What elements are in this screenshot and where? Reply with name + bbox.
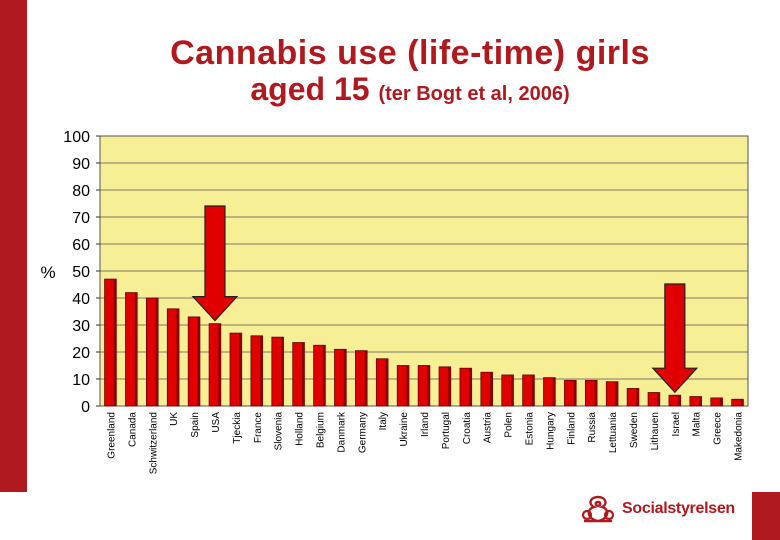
bar-shade [197, 316, 200, 406]
logo-mark-icon [581, 495, 615, 523]
socialstyrelsen-logo: Socialstyrelsen [578, 494, 735, 524]
x-tick-label: Israel [671, 412, 682, 436]
bar-shade [657, 392, 660, 406]
x-tick-label: USA [211, 412, 222, 433]
bar-shade [740, 399, 744, 406]
y-tick-label: 90 [72, 156, 90, 173]
x-tick-label: Danmark [336, 411, 347, 453]
bar [313, 344, 326, 407]
y-tick-label: 20 [72, 345, 90, 362]
x-tick-label: UK [169, 412, 180, 426]
x-tick-label: Russia [587, 412, 598, 443]
bar-shade [218, 323, 221, 406]
y-tick-label: 0 [81, 399, 90, 416]
title-line-2: aged 15 (ter Bogt et al, 2006) [40, 71, 780, 108]
annotation-arrow [191, 205, 239, 322]
x-tick-label: Irland [420, 412, 431, 437]
bar-shade [427, 365, 430, 406]
bar-shade [239, 333, 242, 406]
bar-shade [510, 374, 514, 406]
x-tick-label: Croatia [462, 412, 473, 445]
title-age: aged 15 [250, 71, 370, 108]
x-tick-label: Lithauen [650, 412, 661, 450]
x-tick-label: Greece [713, 412, 724, 445]
bar [626, 388, 640, 407]
x-tick-label: Hungary [545, 412, 556, 450]
x-tick-label: Spain [190, 412, 201, 438]
bar-shade [113, 279, 117, 406]
bar-shade [406, 365, 409, 406]
bar-shade [322, 345, 326, 406]
bar-shade [636, 388, 639, 406]
x-tick-label: Sweden [629, 412, 640, 448]
slide-title: Cannabis use (life-time) girls aged 15 (… [40, 34, 780, 108]
x-tick-label: France [253, 412, 264, 444]
y-tick-label: 60 [72, 237, 90, 254]
x-tick-label: Belgium [315, 412, 326, 448]
y-tick-label: 70 [72, 210, 90, 227]
bar-shade [615, 381, 618, 406]
bar-shade [552, 377, 556, 406]
y-tick-label: 10 [72, 372, 90, 389]
y-tick-label: 100 [63, 129, 90, 146]
x-tick-label: Ukraine [399, 412, 410, 447]
x-tick-label: Finland [566, 412, 577, 445]
logo-text: Socialstyrelsen [622, 500, 735, 517]
y-tick-label: 80 [72, 183, 90, 200]
x-tick-label: Makedonia [734, 412, 745, 461]
x-tick-label: Estonia [525, 412, 536, 446]
x-tick-label: Germany [357, 412, 368, 453]
bar-shade [301, 342, 305, 406]
annotation-arrow [651, 283, 699, 394]
bar-shade [385, 358, 389, 406]
left-accent-bar [0, 0, 27, 492]
bar-shade [281, 337, 284, 406]
y-axis-label: % [40, 263, 55, 282]
bar-shade [134, 292, 138, 406]
x-tick-label: Italy [378, 412, 389, 430]
bar-shade [573, 380, 577, 406]
bar-shade [448, 366, 451, 406]
bar-shade [531, 374, 535, 406]
bar [146, 297, 159, 407]
y-tick-label: 40 [72, 291, 90, 308]
bar-shade [469, 368, 472, 406]
bar-shade [343, 349, 347, 406]
y-tick-label: 50 [72, 264, 90, 281]
right-accent-bar [752, 492, 780, 540]
bar-shade [699, 396, 702, 406]
bar-shade [678, 395, 681, 406]
x-tick-label: Greenland [106, 412, 117, 459]
x-tick-label: Austria [483, 412, 494, 444]
x-tick-label: Canada [127, 412, 138, 447]
x-tick-label: Holland [295, 412, 306, 446]
bar-shade [594, 380, 598, 406]
x-tick-label: Portugal [441, 412, 452, 449]
x-tick-label: Lettuania [608, 412, 619, 454]
bar-shade [155, 298, 159, 406]
bar-shade [364, 350, 368, 406]
bar-shade [490, 372, 493, 406]
title-line-1: Cannabis use (life-time) girls [170, 34, 650, 72]
x-tick-label: Schwitzerland [148, 412, 159, 474]
x-tick-label: Polen [504, 412, 515, 438]
title-citation: (ter Bogt et al, 2006) [378, 83, 570, 106]
bar-shade [719, 397, 723, 406]
bar-shade [260, 335, 263, 406]
x-tick-label: Tjeckia [232, 412, 243, 444]
bar-shade [176, 308, 180, 406]
y-tick-label: 30 [72, 318, 90, 335]
x-tick-label: Malta [692, 412, 703, 437]
x-tick-label: Slovenia [274, 412, 285, 451]
